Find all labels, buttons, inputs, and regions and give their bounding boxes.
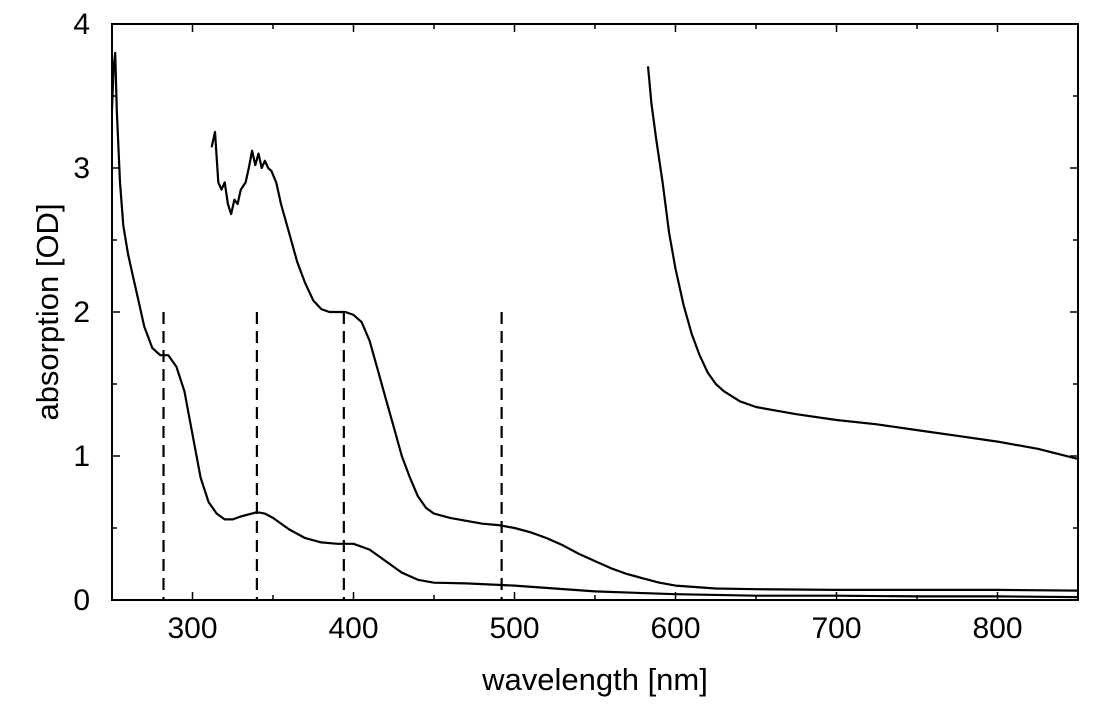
tick-labels: 300 400 500 600 700 800 0 1 2 3 4	[73, 8, 1022, 645]
x-tick-label: 300	[167, 612, 217, 645]
series-line	[110, 51, 1080, 599]
x-tick-label: 600	[650, 612, 700, 645]
series-group	[110, 51, 1080, 599]
y-tick-label: 1	[73, 440, 90, 473]
y-tick-label: 3	[73, 152, 90, 185]
x-axis-label: wavelength [nm]	[481, 662, 708, 697]
y-tick-label: 0	[73, 584, 90, 617]
axis-ticks	[112, 23, 1078, 601]
x-tick-label: 700	[811, 612, 861, 645]
series-line	[647, 66, 1080, 460]
x-tick-label: 400	[328, 612, 378, 645]
y-tick-label: 2	[73, 296, 90, 329]
series-line	[210, 130, 1080, 592]
dashed-markers	[162, 312, 503, 600]
x-tick-label: 500	[489, 612, 539, 645]
y-tick-label: 4	[73, 8, 90, 41]
y-axis-label: absorption [OD]	[30, 203, 65, 420]
x-tick-label: 800	[972, 612, 1022, 645]
